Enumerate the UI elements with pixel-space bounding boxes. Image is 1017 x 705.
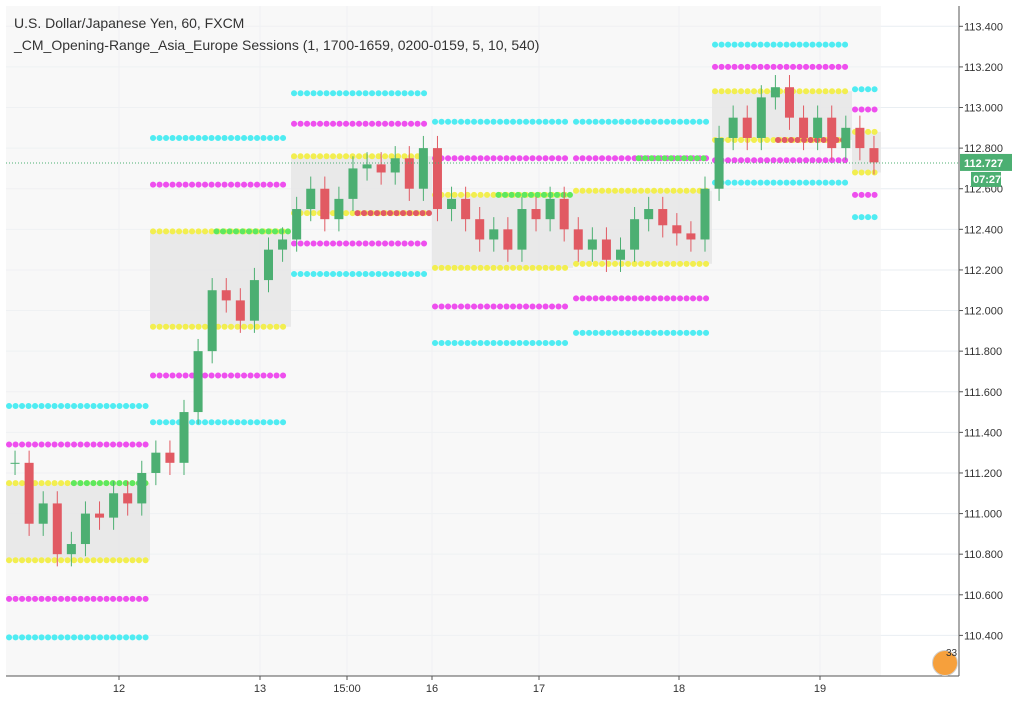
- candle-body: [461, 198, 471, 220]
- indicator-title: _CM_Opening-Range_Asia_Europe Sessions (…: [14, 37, 540, 53]
- candle-body: [249, 280, 259, 321]
- y-tick-label: 113.000: [964, 103, 1003, 115]
- x-tick-label: 18: [673, 683, 685, 695]
- last-price-badge: [960, 153, 1012, 171]
- y-tick-label: 111.800: [964, 346, 1002, 358]
- y-tick-label: 110.400: [964, 630, 1003, 642]
- y-tick-label: 112.000: [964, 306, 1003, 318]
- y-tick-label: 113.400: [964, 21, 1003, 33]
- candle-body: [207, 290, 217, 352]
- candle-body: [137, 472, 147, 504]
- symbol-title: U.S. Dollar/Japanese Yen, 60, FXCM: [14, 15, 245, 31]
- candle-body: [109, 493, 119, 518]
- x-tick-label: 17: [533, 683, 545, 695]
- level-dots: [6, 41, 881, 641]
- chart-legend: U.S. Dollar/Japanese Yen, 60, FXCM _CM_O…: [14, 12, 539, 56]
- candle-body: [80, 513, 90, 545]
- candle-body: [827, 117, 837, 149]
- candle-body: [630, 219, 640, 250]
- countdown-label: 07:27: [973, 174, 1001, 186]
- y-tick-label: 112.400: [964, 224, 1003, 236]
- candle-body: [503, 229, 513, 250]
- candle-body: [193, 351, 203, 413]
- candle-body: [517, 209, 527, 250]
- candle-body: [165, 452, 175, 463]
- y-tick-label: 112.200: [964, 265, 1003, 277]
- candle-body: [320, 188, 330, 220]
- candle-body: [52, 503, 62, 555]
- candle-body: [784, 87, 794, 118]
- candle-body: [770, 87, 780, 98]
- countdown-badge: [971, 171, 1001, 187]
- candle-body: [475, 219, 485, 240]
- candle-body: [95, 513, 105, 518]
- candle-body: [658, 209, 668, 226]
- candle-body: [221, 290, 231, 301]
- candle-body: [686, 233, 696, 240]
- candle-body: [66, 544, 76, 555]
- candles: [10, 75, 879, 567]
- candle-body: [813, 117, 823, 138]
- candle-body: [573, 229, 583, 250]
- candle-body: [742, 117, 752, 138]
- candle-body: [348, 168, 358, 199]
- badge-number: 33: [946, 648, 958, 659]
- candle-body: [728, 117, 738, 138]
- candle-body: [799, 117, 809, 138]
- last-price-label: 112.727: [964, 158, 1003, 170]
- axes: 110.400 110.600 110.800 111.000 111.200 111.4…: [6, 6, 1012, 695]
- candle-body: [559, 198, 569, 230]
- candle-body: [278, 239, 288, 250]
- candle-body: [292, 209, 302, 240]
- x-tick-label: 19: [814, 683, 826, 695]
- candle-body: [151, 452, 161, 473]
- candle-body: [418, 148, 428, 189]
- candle-body: [601, 239, 611, 260]
- candle-body: [362, 164, 372, 169]
- y-tick-label: 111.600: [964, 387, 1002, 399]
- candle-body: [123, 493, 133, 504]
- candle-body: [531, 209, 541, 220]
- y-tick-label: 113.200: [964, 62, 1003, 74]
- candle-body: [179, 412, 189, 463]
- candle-body: [756, 97, 766, 138]
- x-tick-label: 15:00: [333, 683, 361, 695]
- opening-range-fill: [573, 190, 712, 264]
- x-tick-label: 13: [254, 683, 266, 695]
- y-tick-label: 110.600: [964, 590, 1003, 602]
- candle-body: [306, 188, 316, 210]
- y-tick-label: 110.800: [964, 549, 1003, 561]
- candle-body: [714, 137, 724, 189]
- candle-body: [644, 209, 654, 220]
- candle-body: [432, 148, 442, 210]
- candle-body: [545, 198, 555, 220]
- candle-body: [404, 158, 414, 189]
- candle-body: [235, 300, 245, 321]
- candle-body: [447, 198, 457, 210]
- candle-body: [489, 229, 499, 240]
- y-tick-label: 112.800: [964, 143, 1003, 155]
- x-tick-label: 16: [426, 683, 438, 695]
- flag-icon[interactable]: [932, 650, 958, 676]
- candle-body: [24, 462, 34, 524]
- candle-body: [700, 188, 710, 240]
- candle-body: [390, 158, 400, 173]
- x-tick-label: 12: [113, 683, 125, 695]
- candle-body: [841, 127, 851, 149]
- y-tick-label: 111.000: [964, 509, 1002, 521]
- y-tick-label: 111.400: [964, 427, 1002, 439]
- candle-body: [334, 198, 344, 220]
- y-tick-label: 111.200: [964, 468, 1002, 480]
- candle-body: [263, 249, 273, 281]
- candle-body: [855, 127, 865, 149]
- candle-body: [38, 503, 48, 524]
- candle-body: [376, 164, 386, 173]
- candle-body: [869, 148, 879, 163]
- candle-body: [672, 225, 682, 234]
- candle-body: [587, 239, 597, 250]
- candle-body: [616, 249, 626, 260]
- candle-body: [10, 462, 20, 464]
